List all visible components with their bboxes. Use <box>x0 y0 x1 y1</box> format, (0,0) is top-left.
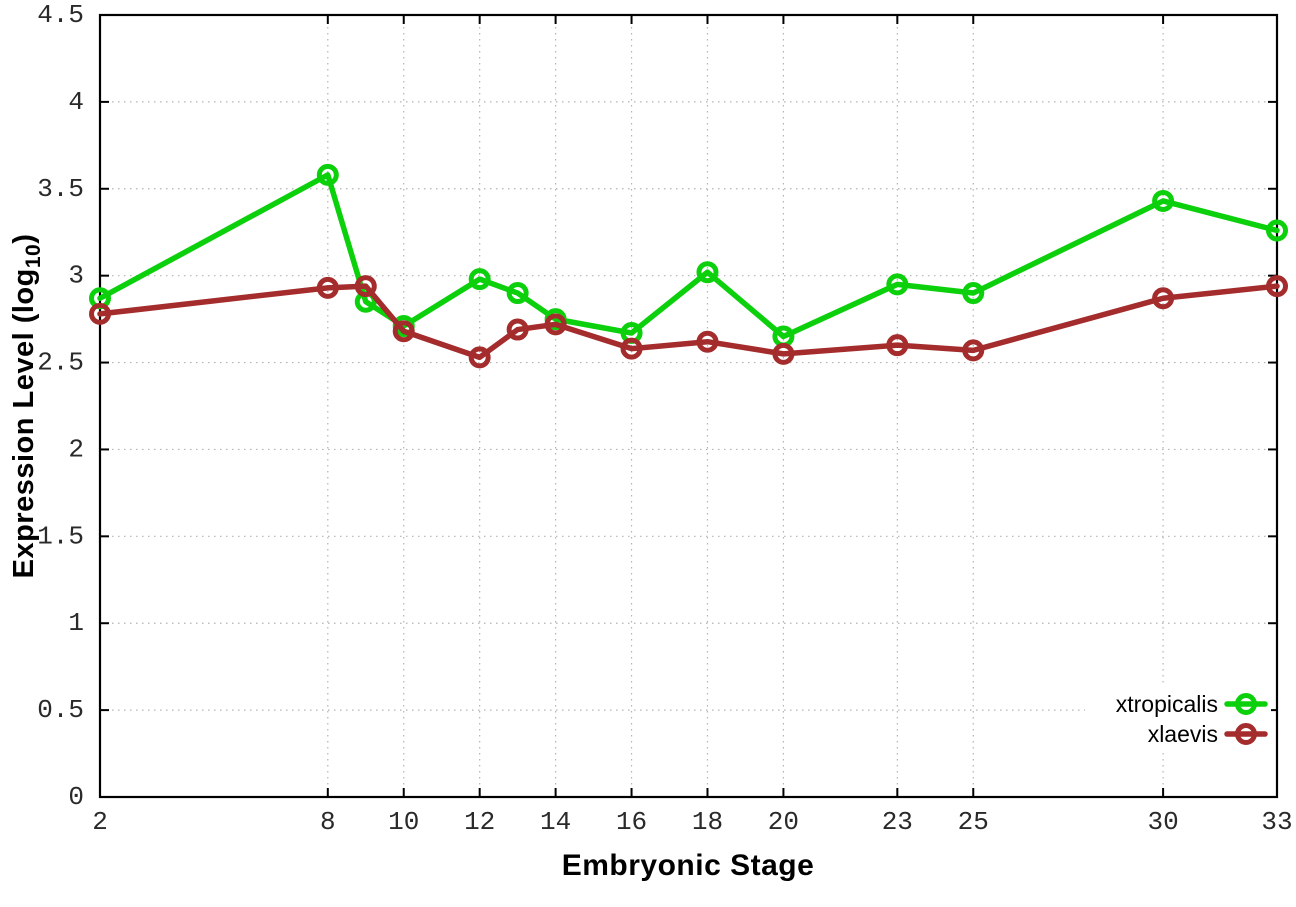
x-tick-label: 23 <box>882 807 913 837</box>
y-tick-label: 0.5 <box>37 695 84 725</box>
data-point-xtropicalis-18 <box>696 261 719 284</box>
data-point-xtropicalis-25 <box>962 282 985 305</box>
data-point-xlaevis-16 <box>620 337 643 360</box>
x-axis-title: Embryonic Stage <box>561 849 815 882</box>
data-point-xlaevis-2 <box>89 302 111 325</box>
x-tick-label: 2 <box>92 807 108 837</box>
y-tick-label: 1.5 <box>37 521 84 551</box>
y-tick-label: 4.5 <box>37 0 84 30</box>
y-tick-label: 1 <box>68 608 84 638</box>
data-point-xlaevis-14 <box>544 313 567 336</box>
data-point-xlaevis-20 <box>772 342 795 365</box>
y-tick-label: 3.5 <box>37 174 84 204</box>
y-axis-title-subscript: 10 <box>21 243 45 269</box>
x-tick-label: 16 <box>616 807 647 837</box>
y-tick-label: 4 <box>68 87 84 117</box>
y-tick-label: 2.5 <box>37 348 84 378</box>
x-tick-label: 20 <box>768 807 799 837</box>
data-point-xlaevis-23 <box>886 334 909 357</box>
data-point-xtropicalis-30 <box>1152 189 1175 212</box>
x-tick-label: 12 <box>464 807 495 837</box>
data-point-xlaevis-30 <box>1152 287 1175 310</box>
series-line-xlaevis <box>97 283 1280 361</box>
data-point-xlaevis-10 <box>392 320 415 343</box>
series-line-xtropicalis <box>97 172 1280 340</box>
x-tick-label: 14 <box>540 807 571 837</box>
data-point-xtropicalis-33 <box>1266 219 1288 242</box>
data-point-xlaevis-13 <box>506 318 529 341</box>
data-point-xtropicalis-8 <box>316 163 339 186</box>
data-point-xlaevis-9 <box>354 275 377 298</box>
plot-border <box>98 13 1279 799</box>
legend-marker-xtropicalis <box>1235 693 1257 715</box>
x-tick-label: 10 <box>388 807 419 837</box>
data-point-xlaevis-12 <box>468 346 491 369</box>
data-point-xlaevis-18 <box>696 330 719 353</box>
data-point-xtropicalis-12 <box>468 268 491 291</box>
y-axis-title-text: Expression Level (log <box>8 268 41 579</box>
legend-marker-xlaevis <box>1235 723 1257 745</box>
y-axis-title-close: ) <box>8 233 41 244</box>
x-tick-label: 8 <box>320 807 336 837</box>
data-point-xtropicalis-13 <box>506 282 529 305</box>
legend-label-xtropicalis: xtropicalis <box>1116 691 1218 717</box>
data-point-xtropicalis-23 <box>886 273 909 296</box>
x-tick-label: 33 <box>1261 807 1292 837</box>
y-tick-label: 0 <box>68 782 84 812</box>
x-tick-label: 18 <box>692 807 723 837</box>
data-point-xlaevis-33 <box>1266 275 1288 298</box>
y-tick-label: 3 <box>68 261 84 291</box>
data-point-xlaevis-25 <box>962 339 985 362</box>
legend-label-xlaevis: xlaevis <box>1148 721 1218 747</box>
x-tick-label: 25 <box>958 807 989 837</box>
y-tick-label: 2 <box>68 434 84 464</box>
x-tick-label: 30 <box>1147 807 1178 837</box>
data-point-xlaevis-8 <box>316 276 339 299</box>
y-axis-title: Expression Level (log10) <box>8 234 46 579</box>
